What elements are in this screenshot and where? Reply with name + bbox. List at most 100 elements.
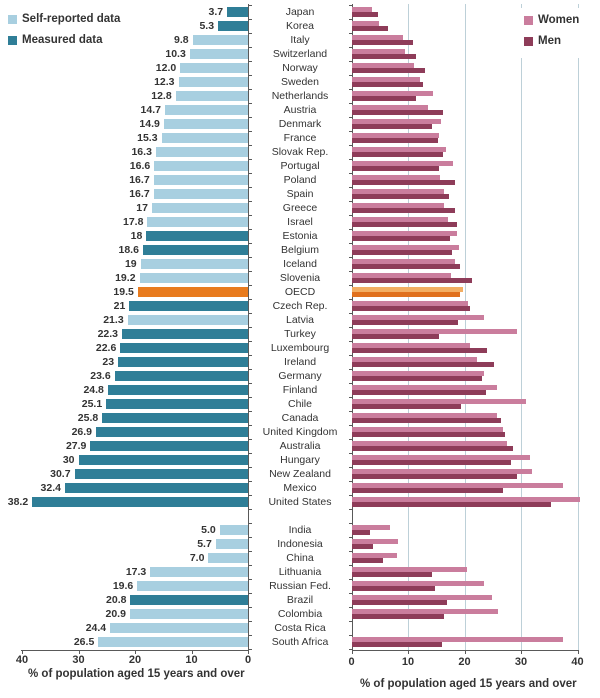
country-label-belgium: Belgium — [281, 244, 319, 256]
left-axis-row-tick — [248, 593, 252, 594]
value-label-south-africa: 26.5 — [73, 636, 95, 648]
total-bar-israel — [147, 217, 248, 227]
value-label-mexico: 32.4 — [40, 482, 61, 494]
women-bar-portugal — [352, 160, 453, 166]
value-label-finland: 24.8 — [83, 384, 104, 396]
right-axis-row-tick — [348, 551, 353, 552]
value-label-netherlands: 12.8 — [151, 90, 172, 102]
value-label-turkey: 22.3 — [97, 328, 119, 340]
value-label-hungary: 30 — [62, 454, 75, 466]
right-axis-row-tick — [348, 19, 353, 20]
total-bar-south-africa — [98, 637, 248, 647]
right-axis-row-tick — [348, 635, 353, 636]
left-axis-row-tick — [248, 635, 252, 636]
left-axis-row-tick — [248, 453, 252, 454]
right-axis-tick-0 — [351, 650, 353, 654]
left-axis-row-tick — [248, 201, 252, 202]
value-label-estonia: 18 — [130, 230, 143, 242]
value-label-chile: 25.1 — [81, 398, 103, 410]
country-label-italy: Italy — [290, 34, 310, 46]
left-axis-row-tick — [248, 621, 252, 622]
right-axis-tick-10 — [408, 650, 409, 654]
men-bar-netherlands — [352, 96, 416, 101]
men-bar-lithuania — [352, 572, 433, 577]
country-label-mexico: Mexico — [283, 482, 317, 494]
country-label-new-zealand: New Zealand — [269, 468, 331, 480]
left-axis-row-tick — [248, 523, 252, 524]
women-bar-slovak-rep — [352, 146, 446, 152]
women-bar-estonia — [352, 230, 458, 236]
total-bar-germany — [114, 371, 248, 381]
left-axis-row-tick — [248, 411, 252, 412]
right-axis-row-tick — [348, 229, 353, 230]
right-axis-row-tick — [348, 131, 353, 132]
right-axis-row-tick — [348, 145, 353, 146]
country-label-chile: Chile — [288, 398, 312, 410]
right-axis-row-tick — [348, 33, 353, 34]
men-bar-sweden — [352, 82, 423, 87]
left-axis-tick-10 — [191, 650, 193, 654]
left-axis-row-tick — [248, 649, 252, 650]
men-bar-iceland — [352, 264, 461, 269]
total-bar-oecd — [137, 287, 248, 297]
total-bar-united-kingdom — [96, 427, 248, 437]
men-bar-china — [352, 558, 384, 563]
total-bar-italy — [192, 35, 248, 45]
women-bar-turkey — [352, 328, 517, 334]
women-bar-iceland — [352, 258, 455, 264]
right-axis-tick-label-10: 10 — [401, 656, 415, 668]
women-bar-japan — [352, 6, 372, 12]
value-label-united-kingdom: 26.9 — [71, 426, 93, 438]
left-axis-tick-label-0: 0 — [244, 654, 252, 666]
women-bar-russian-fed — [352, 580, 484, 586]
country-label-lithuania: Lithuania — [278, 566, 322, 578]
women-bar-south-africa — [352, 636, 563, 642]
country-label-finland: Finland — [282, 384, 318, 396]
left-axis-row-tick — [248, 327, 252, 328]
country-label-israel: Israel — [287, 216, 313, 228]
men-bar-greece — [352, 208, 455, 213]
country-label-iceland: Iceland — [283, 258, 317, 270]
left-bottom-axis-line — [21, 650, 249, 651]
women-bar-canada — [352, 412, 498, 418]
legend-left: Self-reported data Measured data — [8, 13, 120, 55]
men-bar-italy — [352, 40, 414, 45]
right-axis-row-tick — [348, 453, 353, 454]
left-axis-tick-label-10: 10 — [185, 654, 198, 666]
right-axis-tick-40 — [577, 650, 579, 654]
left-axis-row-tick — [248, 89, 252, 90]
value-label-czech-rep: 21 — [113, 300, 126, 312]
men-bar-denmark — [352, 124, 433, 129]
right-axis-row-tick — [348, 5, 353, 6]
total-bar-brazil — [130, 595, 248, 605]
women-bar-netherlands — [352, 90, 433, 96]
legend-item-self-reported: Self-reported data — [8, 13, 120, 25]
value-label-greece: 17 — [136, 202, 148, 214]
men-bar-south-africa — [352, 642, 442, 647]
right-axis-row-tick — [348, 383, 353, 384]
legend-label-measured: Measured data — [22, 34, 103, 46]
left-axis-row-tick — [248, 75, 252, 76]
country-label-netherlands: Netherlands — [271, 90, 329, 102]
right-axis-row-tick — [348, 215, 353, 216]
men-bar-france — [352, 138, 439, 143]
value-label-united-states: 38.2 — [7, 496, 29, 508]
right-axis-row-tick — [348, 607, 353, 608]
men-bar-luxembourg — [352, 348, 488, 353]
total-bar-slovenia — [139, 273, 248, 283]
total-bar-norway — [180, 63, 248, 73]
men-bar-estonia — [352, 236, 450, 241]
right-axis-row-tick — [348, 355, 353, 356]
men-bar-ireland — [352, 362, 495, 367]
legend-item-men: Men — [524, 35, 579, 47]
women-bar-norway — [352, 62, 415, 68]
men-bar-finland — [352, 390, 486, 395]
country-label-portugal: Portugal — [280, 160, 320, 172]
value-label-russian-fed: 19.6 — [112, 580, 134, 592]
left-axis-tick-40 — [22, 650, 23, 654]
value-label-belgium: 18.6 — [118, 244, 139, 256]
country-label-hungary: Hungary — [280, 454, 320, 466]
left-axis-row-tick — [248, 579, 252, 580]
total-bar-poland — [153, 175, 248, 185]
right-axis-row-tick — [348, 397, 353, 398]
